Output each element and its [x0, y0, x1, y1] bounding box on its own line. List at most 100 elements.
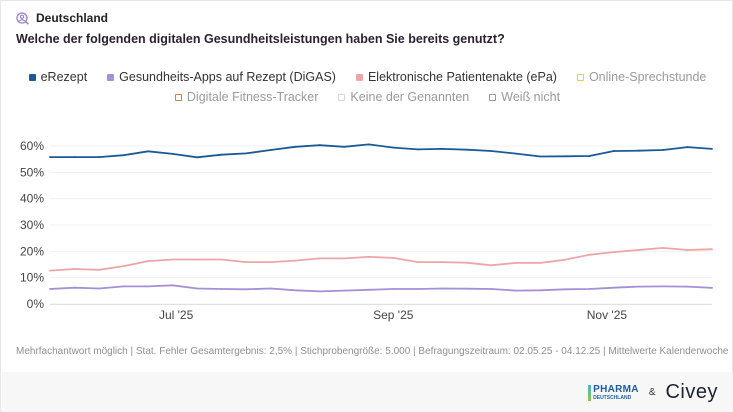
data-point: [367, 143, 370, 146]
data-point: [686, 146, 689, 148]
series-line: [49, 247, 713, 272]
footnote: Mehrfachantwort möglich | Stat. Fehler G…: [16, 346, 729, 357]
data-point: [588, 155, 591, 157]
data-point: [514, 289, 517, 292]
data-point: [563, 258, 566, 261]
ampersand: &: [648, 387, 656, 398]
legend-swatch-icon: [28, 73, 36, 81]
data-point: [147, 285, 149, 288]
data-point: [73, 156, 76, 158]
legend-row-2: Digitale Fitness-Tracker Keine der Genann…: [1, 90, 733, 104]
data-point: [318, 257, 321, 260]
data-point: [416, 261, 419, 264]
data-point: [220, 258, 223, 261]
data-point: [318, 144, 321, 147]
region-label: Deutschland: [36, 11, 109, 25]
x-tick-label: Nov '25: [587, 308, 628, 322]
y-tick-label: 50%: [20, 165, 44, 179]
data-point: [465, 148, 468, 151]
y-tick-label: 0%: [27, 297, 45, 311]
data-point: [49, 288, 51, 290]
legend-swatch-icon: [355, 73, 363, 81]
data-point: [588, 288, 591, 290]
y-tick-label: 60%: [20, 139, 44, 153]
question-title: Welche der folgenden digitalen Gesundhei…: [16, 32, 505, 46]
logos: PHARMA DEUTSCHLAND & Civey: [588, 381, 718, 404]
legend-swatch-icon: [174, 93, 182, 101]
data-point: [318, 290, 321, 293]
data-point: [490, 288, 493, 290]
legend-item[interactable]: Digitale Fitness-Tracker: [174, 90, 319, 104]
data-point: [637, 249, 640, 251]
data-point: [465, 287, 468, 290]
data-point: [588, 253, 591, 256]
data-point: [490, 150, 493, 152]
data-point: [392, 288, 395, 290]
y-tick-label: 40%: [20, 192, 44, 206]
pharma-deutschland-logo: PHARMA DEUTSCHLAND: [588, 384, 639, 401]
data-point: [367, 255, 370, 258]
data-point: [490, 264, 493, 267]
legend-label: Online-Sprechstunde: [588, 70, 707, 84]
data-point: [514, 262, 517, 264]
data-point: [465, 261, 468, 264]
legend-item[interactable]: Gesundheits-Apps auf Rezept (DiGAS): [107, 70, 336, 84]
data-point: [711, 287, 713, 289]
series-line: [49, 284, 713, 293]
data-point: [73, 286, 76, 289]
data-point: [563, 288, 566, 291]
data-point: [441, 147, 444, 150]
data-point: [73, 268, 76, 270]
legend-item[interactable]: Keine der Genannten: [338, 90, 469, 104]
data-point: [392, 146, 395, 149]
data-point: [441, 261, 444, 264]
legend-row-1: eRezept Gesundheits-Apps auf Rezept (DiGA…: [1, 70, 733, 84]
data-point: [343, 145, 346, 148]
legend-label: eRezept: [40, 70, 88, 84]
data-point: [196, 287, 199, 290]
data-point: [441, 287, 444, 290]
y-tick-label: 30%: [20, 218, 44, 232]
data-point: [613, 251, 615, 254]
line-chart: 0% 10% 20% 30% 40% 50% 60% Jul '25 Sep '25 Nov '2…: [20, 139, 713, 322]
data-point: [171, 284, 174, 287]
y-tick-label: 20%: [20, 244, 44, 258]
data-point: [245, 288, 248, 291]
data-point: [343, 289, 346, 292]
data-point: [294, 259, 297, 262]
data-point: [343, 257, 346, 260]
data-point: [367, 288, 370, 291]
legend-item[interactable]: Elektronische Patientenakte (ePa): [355, 70, 557, 84]
legend-swatch-icon: [576, 73, 584, 81]
data-point: [662, 149, 664, 151]
data-point: [563, 155, 566, 158]
data-point: [514, 152, 517, 155]
y-tick-label: 10%: [20, 271, 44, 285]
data-point: [122, 265, 125, 267]
legend-item[interactable]: Online-Sprechstunde: [576, 70, 707, 84]
region-header: Deutschland: [16, 11, 108, 25]
legend-swatch-icon: [489, 93, 497, 101]
data-point: [539, 289, 542, 292]
data-point: [686, 285, 689, 288]
data-point: [662, 285, 664, 288]
person-search-icon: [16, 11, 29, 25]
data-point: [294, 145, 297, 148]
data-point: [711, 147, 713, 150]
data-point: [245, 261, 248, 264]
legend-item[interactable]: Weiß nicht: [489, 90, 560, 104]
legend-item[interactable]: eRezept: [28, 70, 88, 84]
legend-label: Digitale Fitness-Tracker: [186, 90, 319, 104]
x-tick-label: Jul '25: [159, 308, 194, 322]
x-tick-label: Sep '25: [373, 308, 414, 322]
data-point: [147, 150, 149, 153]
data-point: [416, 148, 419, 151]
data-point: [539, 262, 542, 264]
data-point: [122, 285, 125, 288]
data-point: [196, 258, 199, 261]
data-point: [98, 156, 100, 158]
data-point: [711, 248, 713, 251]
data-point: [686, 249, 689, 251]
data-point: [171, 258, 174, 261]
